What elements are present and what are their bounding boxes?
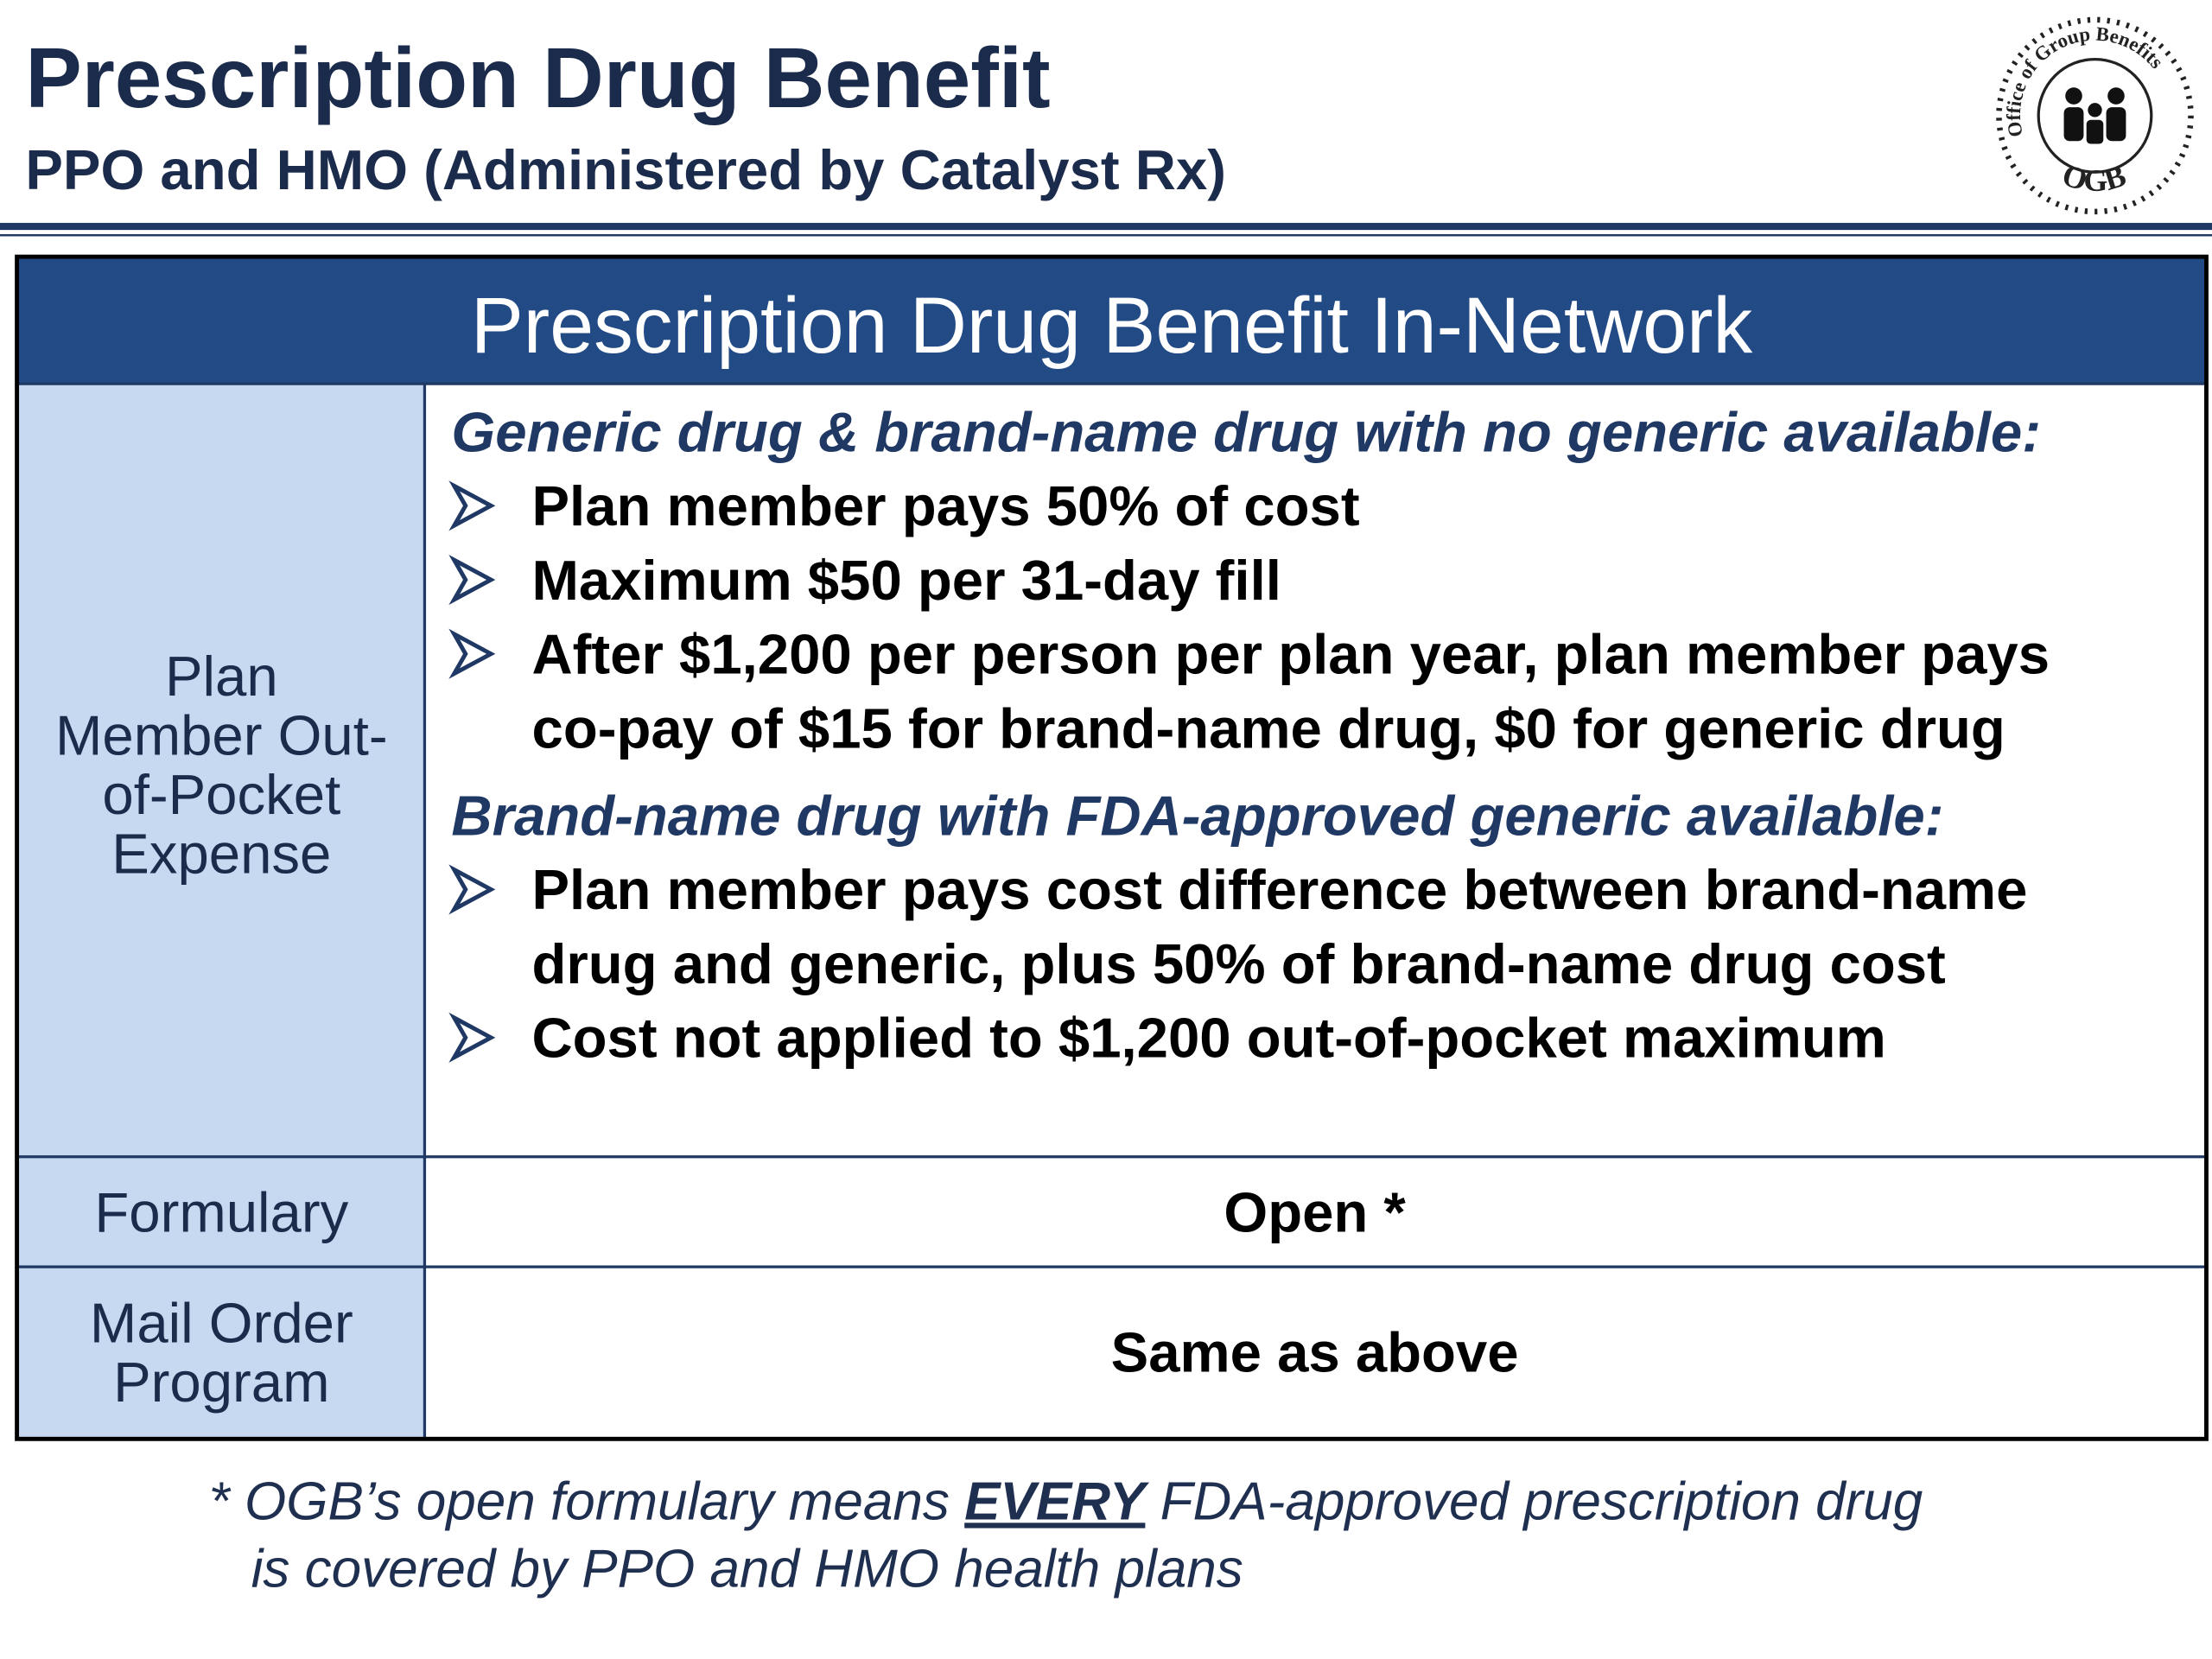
rule	[0, 222, 2212, 231]
logo-initials-text: OGB	[2058, 157, 2130, 198]
label-column	[18, 384, 425, 1438]
row-label: of-Pocket	[102, 763, 340, 826]
table-title: Prescription Drug Benefit In-Network	[471, 282, 1753, 370]
footnote: is covered by PPO and HMO health plans	[251, 1540, 1243, 1599]
bullet-text: drug and generic, plus 50% of brand-name…	[532, 932, 1946, 995]
row-label: Formulary	[94, 1180, 348, 1243]
logo-initials: OGB	[2058, 157, 2130, 198]
subtitle: PPO and HMO (Administered by Catalyst Rx…	[25, 138, 1226, 201]
logo-text: Office of Group Benefits	[2003, 22, 2168, 138]
logo-ring	[1996, 16, 2194, 215]
logo-inner	[2037, 57, 2153, 174]
row-label: Mail Order	[90, 1291, 353, 1354]
rule	[0, 234, 2212, 237]
bullet-text: co-pay of $15 for brand-name drug, $0 fo…	[532, 696, 2005, 760]
footnote: * OGB’s open formulary means EVERY FDA-a…	[209, 1471, 1923, 1531]
row-label: Expense	[111, 823, 331, 886]
bullet-arrow	[448, 480, 496, 531]
logo-ring-text: Office of Group Benefits	[2003, 22, 2168, 138]
row-label: Plan	[165, 645, 278, 708]
title: Prescription Drug Benefit	[25, 30, 1050, 125]
bullet-text: Plan member pays 50% of cost	[532, 474, 1360, 537]
table-border	[15, 254, 2209, 1441]
bullet-arrow	[448, 1012, 496, 1063]
row-value: Open *	[1224, 1180, 1406, 1243]
bullet-arrow	[448, 628, 496, 679]
footnote-emphasis: EVERY	[964, 1471, 1150, 1531]
bullet-text: Cost not applied to $1,200 out-of-pocket…	[532, 1007, 1886, 1070]
row-value: Same as above	[1111, 1321, 1519, 1384]
row-label: Member Out-	[55, 703, 388, 766]
logo: Office of Group Benefits OGB	[1996, 16, 2194, 215]
row-label: Program	[113, 1351, 329, 1414]
section-heading: Brand-name drug with FDA-approved generi…	[451, 785, 1943, 848]
footnote-text: FDA-approved prescription drug	[1145, 1471, 1923, 1531]
bullet-text: Maximum $50 per 31-day fill	[532, 549, 1281, 612]
bullet-text: Plan member pays cost difference between…	[532, 858, 2028, 921]
logo-figures	[2063, 87, 2126, 144]
table-header	[16, 257, 2207, 385]
section-heading: Generic drug & brand-name drug with no g…	[451, 400, 2041, 463]
bullet-arrow	[448, 864, 496, 915]
bullet-arrow	[448, 554, 496, 606]
footnote-text: * OGB’s open formulary means	[209, 1471, 965, 1531]
bullet-text: After $1,200 per person per plan year, p…	[532, 623, 2050, 686]
